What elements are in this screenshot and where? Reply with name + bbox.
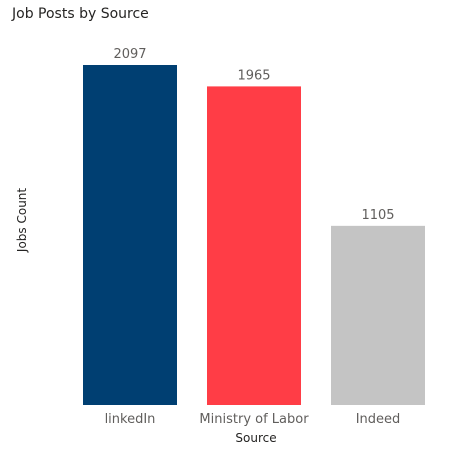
x-tick-labels-layer: linkedIn Ministry of Labor Indeed bbox=[105, 412, 401, 427]
x-axis-title: Source bbox=[235, 431, 276, 445]
chart-title: Job Posts by Source bbox=[12, 6, 149, 22]
data-label-ministry-of-labor: 1965 bbox=[237, 68, 270, 83]
bar-ministry-of-labor[interactable] bbox=[207, 86, 301, 405]
x-tick-label-ministry-of-labor: Ministry of Labor bbox=[199, 412, 309, 427]
bar-linkedin[interactable] bbox=[83, 65, 177, 405]
data-labels-layer: 2097 1965 1105 bbox=[113, 47, 394, 223]
x-tick-label-linkedin: linkedIn bbox=[105, 412, 156, 427]
bar-indeed[interactable] bbox=[331, 225, 425, 405]
x-tick-label-indeed: Indeed bbox=[356, 412, 401, 427]
data-label-linkedin: 2097 bbox=[113, 47, 146, 62]
bars-layer bbox=[83, 65, 425, 405]
data-label-indeed: 1105 bbox=[361, 208, 394, 223]
y-axis-title: Jobs Count bbox=[15, 188, 29, 253]
